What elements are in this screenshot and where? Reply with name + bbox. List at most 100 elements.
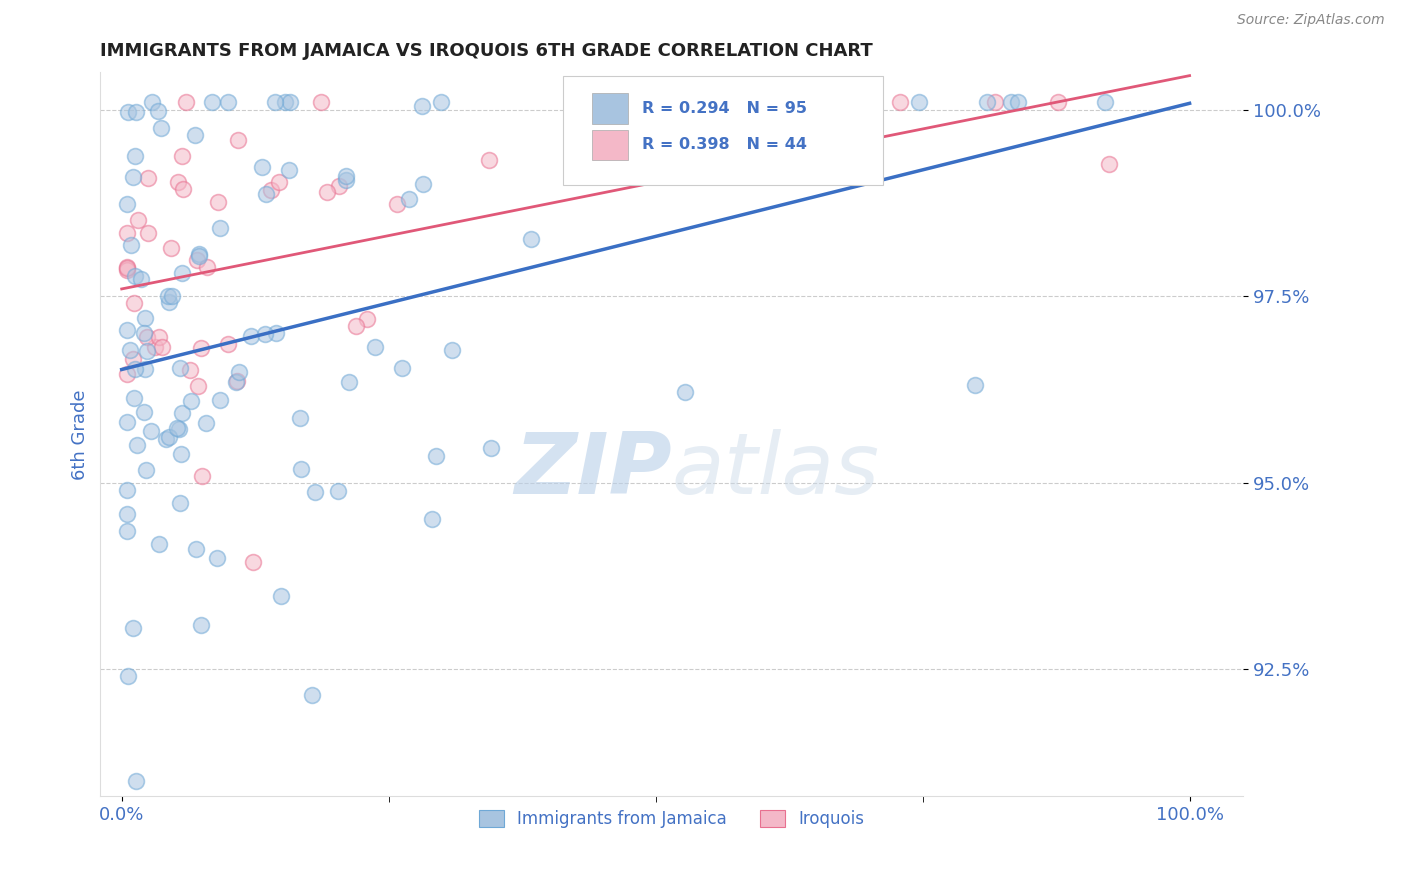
Point [115,524,138,538]
Point [120,238,142,252]
Point [190,469,212,483]
Point [125,438,148,452]
Point [115,323,138,337]
Point [125,774,148,789]
Point [264,326,287,340]
Point [157,294,180,309]
Point [254,327,277,342]
Point [129,271,152,285]
Point [195,260,218,274]
Point [146,103,169,118]
Point [411,99,433,113]
Point [156,289,179,303]
Point [209,220,232,235]
Point [190,618,212,632]
Point [225,375,247,389]
Point [1000,95,1022,110]
Point [115,368,138,382]
Point [1098,157,1121,171]
Point [309,95,332,110]
Point [391,360,413,375]
Point [115,226,138,240]
Point [217,95,239,110]
Point [195,416,218,430]
Point [740,124,762,138]
Point [783,95,806,110]
Point [179,363,201,377]
Point [344,319,367,334]
Point [132,405,155,419]
Point [242,555,264,569]
Point [520,232,543,246]
Point [209,393,232,408]
Point [335,172,357,186]
Point [356,312,378,326]
Point [364,340,387,354]
Point [115,483,138,498]
Point [217,337,239,351]
Point [169,447,191,461]
Point [184,128,207,142]
Point [207,551,229,566]
Point [226,132,249,146]
Point [278,95,301,110]
Point [117,669,139,683]
Point [115,197,138,211]
Point [440,343,463,357]
Point [889,95,911,110]
Point [135,343,157,358]
Point [304,485,326,500]
Text: R = 0.294   N = 95: R = 0.294 N = 95 [643,101,807,116]
Point [1094,95,1116,110]
Point [187,248,209,262]
Point [188,246,211,260]
Point [315,185,337,199]
Point [135,463,157,477]
Point [115,260,138,275]
Point [122,352,145,367]
Point [121,170,143,185]
Text: ZIP: ZIP [515,429,672,512]
Point [184,542,207,557]
Point [150,340,173,354]
Point [411,177,433,191]
Point [429,95,451,110]
Point [125,105,148,120]
Point [115,416,138,430]
Point [169,496,191,510]
Point [288,410,311,425]
Point [172,182,194,196]
Text: Source: ZipAtlas.com: Source: ZipAtlas.com [1237,13,1385,28]
Point [117,105,139,120]
Point [207,194,229,209]
Point [187,379,209,393]
Y-axis label: 6th Grade: 6th Grade [72,389,89,480]
Point [907,95,929,110]
Point [170,149,193,163]
Point [673,384,696,399]
Point [121,621,143,635]
FancyBboxPatch shape [564,76,883,185]
Point [337,376,360,390]
Point [976,95,998,110]
Point [172,406,194,420]
Point [326,483,349,498]
Point [115,263,138,277]
Point [260,183,283,197]
Point [270,589,292,603]
Point [134,361,156,376]
Point [143,340,166,354]
Point [1007,95,1029,110]
Point [170,266,193,280]
Point [478,153,501,168]
Point [169,360,191,375]
Point [118,343,141,357]
Point [984,95,1007,110]
Point [851,95,873,110]
Point [274,95,297,110]
Point [228,365,250,379]
Point [124,268,146,283]
Point [115,261,138,276]
Bar [592,129,628,160]
Bar [592,94,628,124]
